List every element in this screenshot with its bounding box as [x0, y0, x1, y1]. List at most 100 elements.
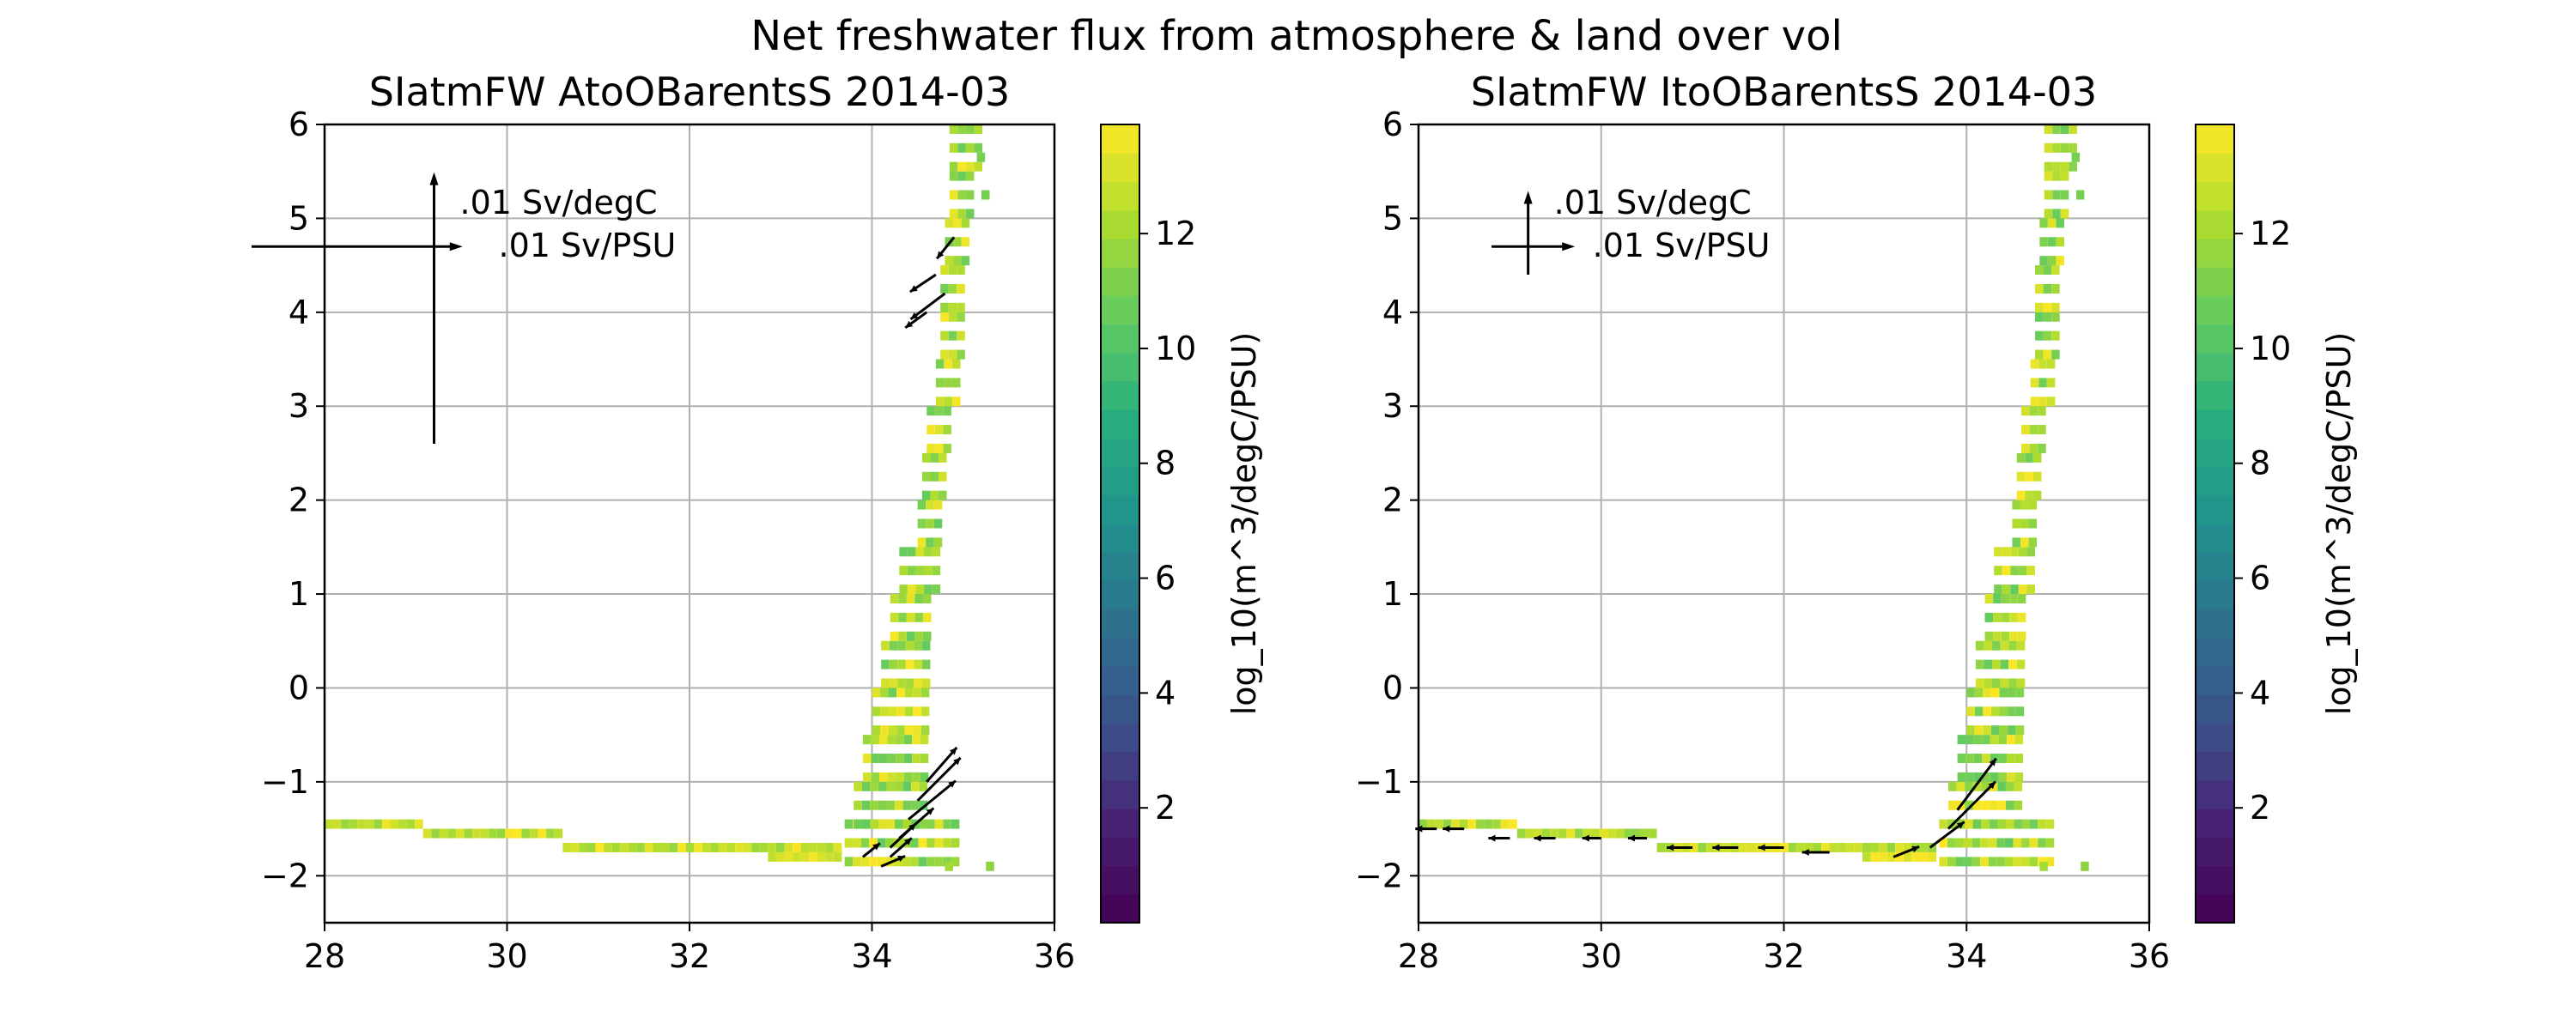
colorbar-segment	[2196, 238, 2234, 268]
data-cell	[2029, 857, 2038, 867]
data-cell	[2046, 378, 2056, 388]
quiver-arrowhead	[1443, 825, 1450, 833]
data-cell	[934, 857, 944, 867]
quiver-arrowhead	[1956, 821, 1965, 829]
y-tick-label: 0	[289, 669, 309, 706]
data-cell	[952, 397, 961, 407]
x-tick-label: 32	[669, 937, 710, 975]
data-cell	[906, 594, 915, 603]
data-cell	[1981, 781, 1990, 791]
data-cell	[2060, 171, 2069, 181]
x-tick-label: 36	[2129, 937, 2170, 975]
data-cell	[957, 330, 965, 341]
y-tick-label: 4	[289, 294, 309, 331]
data-cell	[948, 312, 957, 322]
data-cell	[957, 312, 965, 322]
data-cell	[899, 585, 908, 595]
data-cell	[768, 851, 776, 862]
colorbar-segment	[1101, 352, 1139, 382]
data-cell	[1788, 842, 1797, 852]
colorbar-segment	[2196, 409, 2234, 439]
data-cell	[2032, 452, 2042, 463]
data-cell	[2000, 659, 2009, 670]
quiver-arrowhead	[1758, 844, 1765, 851]
data-cell	[878, 781, 887, 791]
colorbar-tick-label: 8	[1155, 445, 1176, 482]
data-cell	[965, 124, 975, 134]
data-cell	[1947, 800, 1957, 810]
data-cell	[2013, 857, 2022, 867]
data-cell	[918, 857, 927, 867]
data-cell	[2038, 443, 2046, 453]
data-cell	[2044, 209, 2053, 219]
data-cell	[1911, 851, 1920, 862]
data-cell	[919, 819, 928, 829]
data-cell	[923, 612, 932, 622]
colorbar-segment	[2196, 380, 2234, 410]
colorbar-segment	[2196, 552, 2234, 582]
colorbar-segment	[1101, 494, 1139, 524]
data-cell	[949, 161, 958, 172]
data-cell	[2035, 302, 2044, 312]
data-cell	[513, 828, 522, 839]
data-cell	[1994, 566, 2002, 576]
colorbar-segment	[2196, 751, 2234, 781]
data-cell	[2009, 631, 2018, 641]
y-tick-label: 1	[289, 575, 309, 613]
data-cell	[927, 819, 935, 829]
data-cell	[914, 659, 922, 670]
data-cell	[932, 547, 941, 557]
data-cell	[918, 838, 927, 848]
data-cell	[2051, 312, 2060, 322]
quiver-arrowhead	[1488, 834, 1496, 842]
data-cell	[2051, 283, 2060, 294]
colorbar-segment	[1101, 809, 1139, 838]
data-cell	[2026, 566, 2035, 576]
data-cell	[2044, 190, 2053, 200]
data-cell	[932, 566, 941, 576]
data-cell	[1982, 754, 1990, 763]
data-cell	[1998, 754, 2007, 763]
data-cell	[2014, 800, 2023, 810]
colorbar-tick-label: 8	[2250, 445, 2270, 482]
data-cell	[825, 851, 834, 862]
data-cell	[957, 209, 966, 219]
data-cell	[1829, 842, 1838, 852]
data-cell	[861, 781, 871, 791]
quiver-key-vertical-label: .01 Sv/degC	[460, 184, 658, 221]
data-cell	[940, 330, 949, 341]
data-cell	[895, 819, 903, 829]
data-cell	[2039, 237, 2048, 247]
colorbar-segment	[1101, 267, 1139, 296]
quiver-arrowhead	[953, 757, 961, 766]
quiver-arrowhead	[909, 285, 918, 293]
data-cell	[948, 349, 957, 360]
data-cell	[920, 772, 929, 782]
data-cell	[2008, 725, 2016, 736]
data-cell	[2043, 283, 2052, 294]
data-cell	[869, 838, 878, 848]
data-cell	[904, 706, 914, 717]
data-cell	[1895, 851, 1904, 862]
data-cell	[870, 819, 878, 829]
data-cell	[480, 828, 489, 839]
data-cell	[921, 452, 931, 463]
data-cell	[1957, 735, 1966, 745]
data-cell	[2046, 397, 2056, 407]
data-cell	[1813, 842, 1822, 852]
data-cell	[871, 735, 879, 745]
data-cell	[1992, 678, 2001, 688]
data-cell	[917, 537, 927, 548]
quiver-arrowhead	[905, 320, 914, 328]
data-cell	[907, 547, 916, 557]
data-cell	[914, 678, 922, 688]
data-cell	[357, 819, 366, 829]
data-cell	[1990, 706, 2000, 717]
data-cell	[933, 518, 943, 529]
data-cell	[2051, 302, 2060, 312]
data-cell	[920, 754, 929, 763]
data-cell	[897, 640, 906, 651]
data-cell	[903, 772, 913, 782]
